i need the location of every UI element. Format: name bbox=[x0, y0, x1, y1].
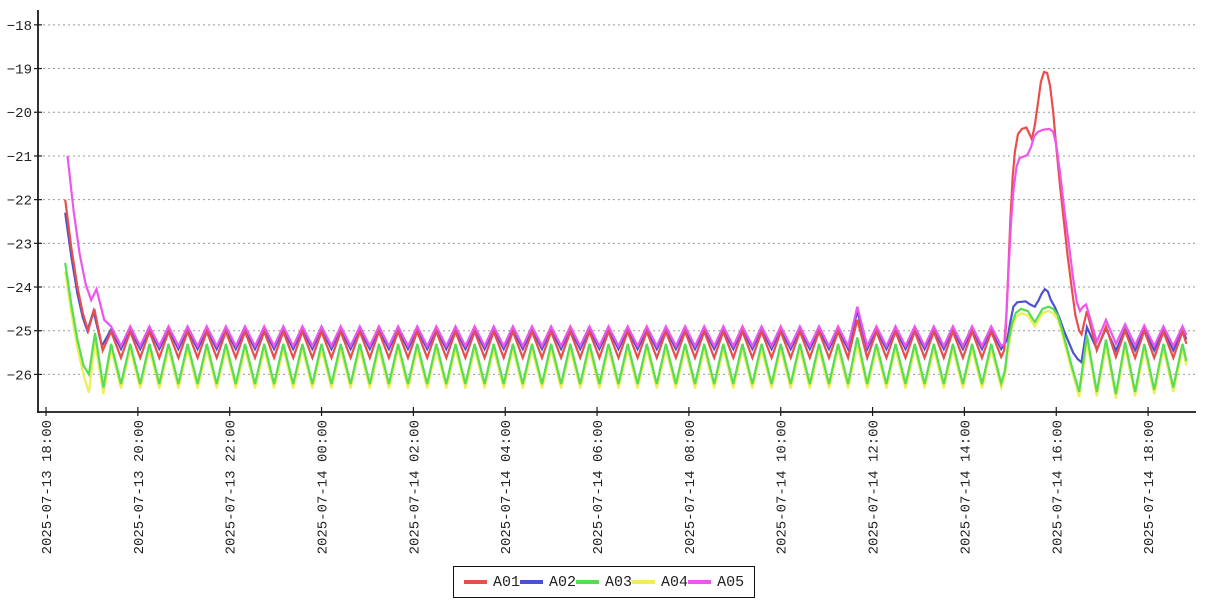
legend-label-a05: A05 bbox=[717, 573, 745, 591]
series-line-A01 bbox=[64, 70, 1188, 362]
y-tick-label: −23 bbox=[7, 237, 32, 253]
x-tick-label: 2025-07-14 14:00 bbox=[958, 420, 974, 554]
x-axis-ticks-group: 2025-07-13 18:00 2025-07-13 20:00 2025-07-… bbox=[40, 407, 1158, 554]
y-axis-ticks-group: −18 −19 −20 −21 −22 −23 −24 −25 −26 bbox=[7, 19, 42, 384]
legend-item-a02: A02 bbox=[520, 575, 576, 590]
x-tick-label: 2025-07-13 20:00 bbox=[132, 420, 148, 554]
legend-swatch-a04 bbox=[632, 580, 656, 584]
x-tick-label: 2025-07-14 04:00 bbox=[499, 420, 515, 554]
legend-item-a01: A01 bbox=[464, 575, 520, 590]
gridlines-group bbox=[38, 24, 1196, 375]
legend-label-a02: A02 bbox=[549, 573, 577, 591]
x-tick-label: 2025-07-14 12:00 bbox=[867, 420, 883, 554]
legend-item-a05: A05 bbox=[688, 575, 744, 590]
x-tick-label: 2025-07-14 06:00 bbox=[591, 420, 607, 554]
legend-swatch-a05 bbox=[688, 580, 712, 584]
x-tick-label: 2025-07-14 08:00 bbox=[683, 420, 699, 554]
y-tick-label: −20 bbox=[7, 106, 32, 122]
legend-swatch-a03 bbox=[576, 580, 600, 584]
x-tick-label: 2025-07-13 18:00 bbox=[40, 420, 56, 554]
y-tick-label: −21 bbox=[7, 150, 32, 166]
series-line-A03 bbox=[64, 262, 1188, 395]
x-tick-label: 2025-07-14 00:00 bbox=[316, 420, 332, 554]
x-tick-label: 2025-07-14 02:00 bbox=[407, 420, 423, 554]
y-tick-label: −24 bbox=[7, 281, 32, 297]
legend-item-a04: A04 bbox=[632, 575, 688, 590]
legend-label-a03: A03 bbox=[605, 573, 633, 591]
x-tick-label: 2025-07-14 18:00 bbox=[1142, 420, 1158, 554]
series-lines-group bbox=[64, 70, 1188, 399]
y-tick-label: −18 bbox=[7, 19, 32, 35]
x-tick-label: 2025-07-14 10:00 bbox=[775, 420, 791, 554]
series-line-A04 bbox=[64, 271, 1188, 399]
legend-swatch-a01 bbox=[464, 580, 487, 584]
legend: A01 A02 A03 A04 A05 bbox=[453, 566, 755, 598]
legend-swatch-a02 bbox=[520, 580, 544, 584]
x-tick-label: 2025-07-13 22:00 bbox=[224, 420, 240, 554]
y-tick-label: −26 bbox=[7, 368, 32, 384]
legend-item-a03: A03 bbox=[576, 575, 632, 590]
legend-label-a01: A01 bbox=[493, 573, 521, 591]
series-line-A05 bbox=[66, 127, 1188, 350]
series-line-A02 bbox=[64, 212, 1188, 365]
x-tick-label: 2025-07-14 16:00 bbox=[1050, 420, 1066, 554]
legend-label-a04: A04 bbox=[661, 573, 689, 591]
y-tick-label: −19 bbox=[7, 63, 32, 79]
y-tick-label: −25 bbox=[7, 325, 32, 341]
y-tick-label: −22 bbox=[7, 194, 32, 210]
